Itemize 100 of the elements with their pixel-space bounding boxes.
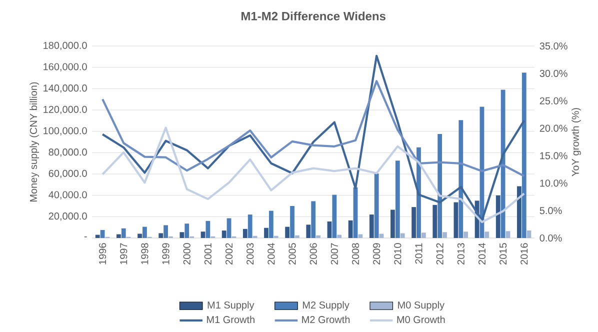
y-tick-label: 180,000.0 bbox=[44, 42, 87, 50]
bar bbox=[222, 230, 226, 238]
bar bbox=[517, 186, 522, 238]
bar bbox=[164, 225, 168, 238]
x-tick-label: 2002 bbox=[225, 243, 233, 264]
y2-tick-label: 10.0% bbox=[540, 180, 568, 187]
bar bbox=[442, 232, 447, 238]
x-tick-label: 1998 bbox=[141, 243, 148, 264]
bar bbox=[432, 204, 438, 238]
bar bbox=[116, 234, 121, 238]
bar bbox=[311, 201, 316, 238]
y2-tick-label: 5.0% bbox=[540, 207, 562, 214]
bar bbox=[458, 120, 464, 238]
bar bbox=[421, 232, 426, 238]
bar bbox=[379, 234, 384, 238]
bar bbox=[390, 210, 395, 238]
bar bbox=[268, 210, 274, 238]
bar bbox=[294, 235, 300, 238]
bar bbox=[158, 233, 164, 238]
bar bbox=[522, 72, 526, 238]
y2-tick-label: 0.0% bbox=[540, 234, 562, 242]
bar bbox=[337, 234, 342, 238]
bar bbox=[438, 134, 442, 238]
x-tick-label: 2012 bbox=[436, 243, 444, 264]
bar bbox=[374, 173, 379, 238]
y-axis-title: Money supply (CNY billion) bbox=[30, 82, 39, 202]
bar bbox=[464, 232, 468, 238]
legend-label: M1 Supply bbox=[208, 301, 254, 311]
x-tick-label: 1996 bbox=[99, 243, 106, 264]
bar bbox=[316, 235, 320, 238]
bar bbox=[348, 220, 353, 238]
bar bbox=[506, 231, 510, 238]
bar bbox=[100, 230, 105, 238]
bar bbox=[454, 202, 458, 238]
bar bbox=[142, 226, 147, 238]
bar bbox=[226, 218, 232, 238]
bar bbox=[180, 232, 184, 238]
bar bbox=[327, 221, 332, 238]
y-tick-label: 100,000.0 bbox=[44, 127, 87, 136]
bar bbox=[496, 195, 500, 238]
bar bbox=[358, 234, 363, 238]
bar bbox=[500, 90, 506, 238]
x-tick-label: 2003 bbox=[246, 243, 254, 264]
x-tick-label: 2001 bbox=[204, 243, 212, 264]
x-tick-label: 2009 bbox=[373, 243, 380, 264]
bar bbox=[400, 233, 405, 238]
x-tick-label: 2016 bbox=[520, 243, 528, 264]
x-tick-label: 2007 bbox=[330, 243, 338, 264]
bar bbox=[412, 207, 416, 238]
bar bbox=[395, 160, 400, 238]
y-tick-label: 140,000.0 bbox=[44, 84, 87, 93]
legend-label: M1 Growth bbox=[207, 316, 254, 324]
chart-title: M1-M2 Difference Widens bbox=[242, 12, 386, 20]
bar bbox=[242, 228, 248, 238]
y-tick-label: 80,000.0 bbox=[48, 148, 87, 157]
y-tick-label: 60,000.0 bbox=[48, 170, 87, 178]
bar bbox=[121, 228, 126, 238]
y-tick-label: 120,000.0 bbox=[44, 106, 87, 114]
bar bbox=[306, 224, 311, 238]
line-series bbox=[101, 126, 526, 224]
bar bbox=[285, 226, 290, 238]
y2-tick-label: 30.0% bbox=[540, 70, 568, 77]
bar bbox=[206, 220, 210, 238]
x-tick-label: 1997 bbox=[120, 243, 128, 264]
legend-label: M0 Supply bbox=[398, 301, 444, 311]
bar bbox=[332, 194, 337, 238]
bar bbox=[416, 147, 421, 238]
bar bbox=[526, 230, 532, 238]
x-tick-label: 2005 bbox=[288, 243, 296, 264]
legend-label: M2 Growth bbox=[302, 316, 350, 324]
x-tick-label: 2013 bbox=[457, 243, 464, 264]
legend-label: M0 Growth bbox=[397, 316, 445, 324]
y2-tick-label: 25.0% bbox=[540, 97, 568, 104]
bar bbox=[264, 228, 268, 238]
line-series bbox=[101, 80, 526, 178]
y2-tick-label: 15.0% bbox=[540, 152, 568, 160]
x-tick-label: 2011 bbox=[415, 243, 422, 264]
x-tick-label: 2000 bbox=[183, 243, 190, 264]
legend-label: M2 Supply bbox=[302, 301, 350, 311]
y2-axis-title: YoY growth (%) bbox=[572, 108, 581, 176]
bar bbox=[369, 214, 374, 238]
y-tick-label: 40,000.0 bbox=[48, 191, 87, 200]
y2-tick-label: 35.0% bbox=[540, 42, 568, 50]
y-tick-label: - bbox=[84, 236, 87, 238]
bar bbox=[484, 232, 490, 238]
x-tick-label: 2006 bbox=[310, 243, 317, 264]
bar bbox=[200, 232, 206, 238]
bar bbox=[95, 234, 100, 238]
x-tick-label: 1999 bbox=[162, 243, 170, 264]
x-tick-label: 2004 bbox=[268, 243, 275, 264]
x-tick-label: 2014 bbox=[478, 243, 486, 264]
x-tick-label: 2010 bbox=[394, 243, 402, 264]
bar bbox=[138, 234, 142, 238]
line-series bbox=[101, 54, 526, 222]
x-tick-label: 2008 bbox=[352, 243, 360, 264]
x-tick-label: 2015 bbox=[500, 243, 507, 264]
bar bbox=[290, 206, 294, 238]
y2-tick-label: 20.0% bbox=[540, 124, 568, 132]
bar bbox=[184, 224, 190, 238]
bar bbox=[248, 214, 252, 238]
